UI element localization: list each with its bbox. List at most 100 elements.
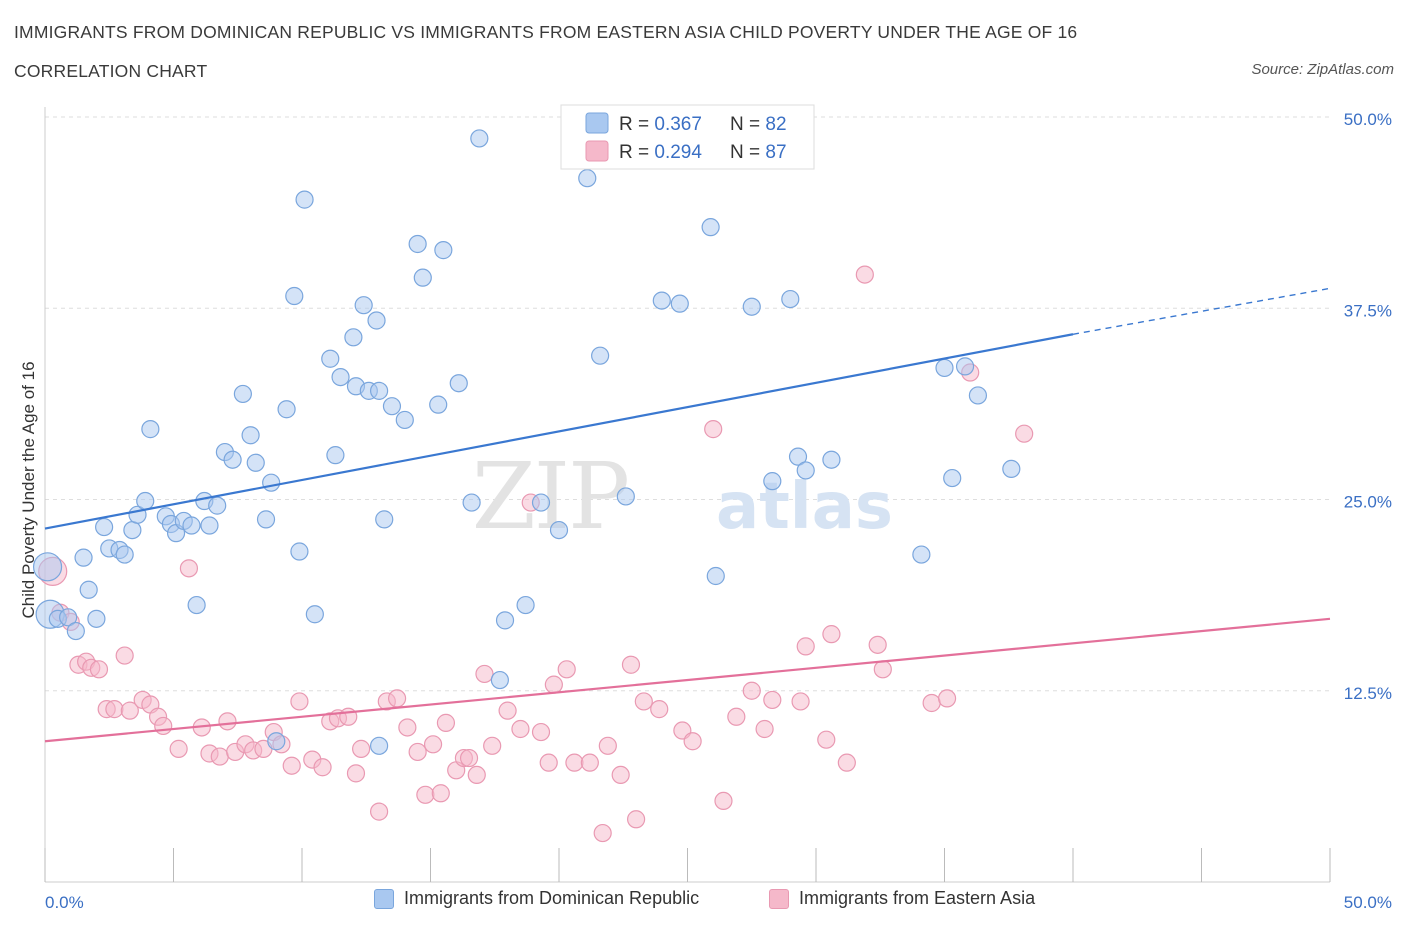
eastern-asia-point-73 [755, 719, 774, 739]
eastern-asia-point-58 [565, 753, 584, 772]
eastern-asia-point-39 [398, 718, 417, 737]
legend-blue-r-value: 0.367 [654, 114, 702, 135]
eastern-asia-point-35 [352, 739, 371, 758]
dominican-point-52 [429, 395, 448, 414]
dominican-point-11 [123, 520, 142, 540]
legend-blue-swatch [585, 112, 609, 134]
dominican-point-59 [516, 595, 535, 615]
eastern-asia-point-63 [621, 655, 641, 674]
dominican-point-74 [822, 450, 841, 469]
grid-lines [45, 116, 1330, 692]
dominican-point-20 [187, 595, 206, 615]
dominican-point-38 [326, 446, 345, 465]
y-tick-label-1: 25.0% [1344, 493, 1392, 512]
dominican-point-57 [490, 670, 509, 690]
eastern-asia-point-28 [290, 692, 309, 711]
eastern-asia-point-43 [431, 784, 450, 803]
dominican-point-36 [305, 605, 324, 624]
eastern-asia-point-62 [611, 765, 630, 785]
eastern-asia-point-57 [557, 660, 576, 679]
eastern-asia-point-10 [120, 701, 139, 720]
dominican-point-35 [295, 190, 314, 209]
eastern-asia-point-75 [791, 692, 810, 711]
eastern-asia-point-15 [169, 739, 188, 758]
eastern-asia-point-30 [313, 758, 332, 777]
eastern-asia-point-20 [218, 712, 237, 731]
legend-blue-r-label: R = [619, 114, 654, 135]
eastern-asia-point-71 [727, 707, 746, 726]
svg-text:N = 87: N = 87 [730, 142, 787, 163]
eastern-asia-point-60 [593, 823, 612, 843]
eastern-asia-point-81 [868, 635, 887, 654]
legend-swatch-blue [374, 888, 394, 909]
eastern-asia-point-77 [817, 730, 836, 749]
eastern-asia-point-54 [531, 722, 551, 742]
legend-blue-n-label: N = [730, 114, 765, 135]
eastern-asia-point-70 [714, 791, 733, 811]
legend-swatch-pink [769, 888, 789, 909]
dominican-point-66 [670, 294, 689, 313]
trend-line-eastern-asia [44, 617, 1331, 743]
eastern-asia-point-41 [416, 785, 435, 804]
dominican-point-19 [182, 516, 201, 535]
dominican-point-54 [449, 374, 468, 393]
eastern-asia-point-34 [346, 764, 366, 783]
eastern-asia-point-47 [459, 748, 479, 768]
eastern-asia-point-49 [475, 664, 494, 684]
legend-pink-r-label: R = [619, 142, 654, 163]
eastern-asia-point-79 [837, 753, 856, 772]
dominican-point-77 [943, 468, 962, 488]
dominican-point-63 [591, 346, 610, 365]
tick-labels: 12.5% 25.0% 37.5% 50.0% 0.0% 50.0% [45, 110, 1392, 912]
dominican-point-51 [413, 268, 432, 287]
dominican-point-46 [375, 510, 394, 529]
dominican-point-53 [434, 241, 453, 260]
eastern-asia-point-40 [408, 742, 427, 762]
eastern-asia-point-19 [210, 747, 229, 766]
x-tick-label-max: 50.0% [1344, 893, 1392, 912]
series-eastern-asia [38, 265, 1034, 843]
dominican-point-31 [267, 732, 286, 751]
dominican-point-5 [79, 580, 98, 599]
dominican-point-62 [578, 169, 597, 188]
eastern-asia-point-76 [796, 637, 815, 656]
eastern-asia-point-64 [626, 810, 646, 829]
legend-pink-n-value: 87 [765, 142, 786, 163]
svg-text:R = 0.294: R = 0.294 [619, 142, 702, 163]
dominican-point-14 [141, 420, 160, 439]
svg-text:R = 0.367: R = 0.367 [619, 114, 702, 135]
dominican-point-71 [781, 289, 800, 309]
legend-item-eastern-asia: Immigrants from Eastern Asia [769, 888, 1035, 909]
eastern-asia-point-80 [855, 265, 874, 284]
chart-subtitle: CORRELATION CHART [14, 61, 208, 81]
eastern-asia-point-16 [179, 559, 199, 578]
eastern-asia-point-38 [387, 689, 407, 708]
eastern-asia-point-48 [467, 765, 486, 785]
dominican-point-30 [262, 473, 281, 492]
dominican-point-73 [796, 461, 815, 480]
eastern-asia-point-66 [650, 700, 669, 719]
legend-bottom: Immigrants from Dominican Republic Immig… [0, 888, 1406, 918]
dominican-point-27 [241, 426, 260, 445]
eastern-asia-point-83 [922, 693, 941, 713]
source-label: Source: ZipAtlas.com [1251, 61, 1394, 78]
dominican-point-55 [462, 493, 481, 512]
dominican-point-37 [321, 349, 340, 368]
legend-top: R = 0.367 N = 82 R = 0.294 N = 87 [560, 104, 815, 170]
eastern-asia-point-6 [89, 660, 109, 679]
eastern-asia-point-27 [282, 756, 301, 775]
dominican-point-42 [354, 296, 373, 315]
dominican-point-23 [208, 496, 227, 515]
dominican-point-33 [285, 286, 304, 306]
dominican-point-25 [223, 450, 242, 469]
trend-lines [44, 287, 1331, 743]
eastern-asia-point-55 [539, 753, 558, 772]
dominican-point-67 [701, 218, 720, 237]
dominican-point-26 [233, 384, 252, 404]
legend-pink-swatch [585, 140, 609, 162]
dominican-point-13 [136, 491, 155, 511]
dominican-point-7 [95, 517, 114, 537]
eastern-asia-point-68 [683, 732, 702, 751]
dominican-point-49 [395, 410, 414, 430]
